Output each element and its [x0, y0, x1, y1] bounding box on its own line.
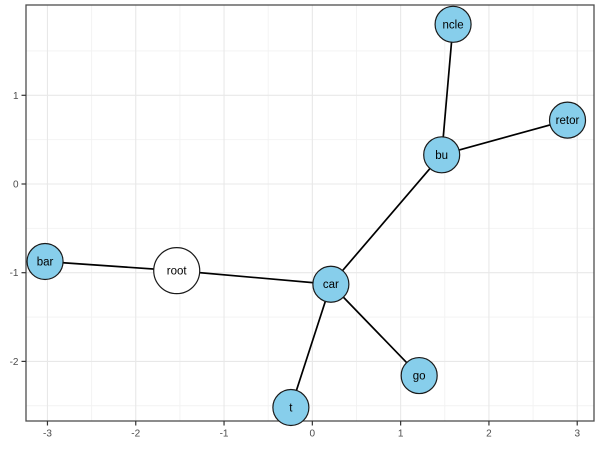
- node-label-bu: bu: [435, 150, 448, 162]
- plot-panel: [26, 5, 594, 421]
- node-retor: [548, 101, 587, 139]
- node-car: [312, 265, 350, 303]
- x-axis-tick-label: -1: [220, 429, 229, 440]
- x-axis-tick-label: -3: [43, 429, 52, 440]
- edge-car-bu: [330, 154, 443, 285]
- y-axis-tick-label: 0: [13, 179, 19, 190]
- node-label-retor: retor: [556, 115, 580, 127]
- edge-car-go: [330, 283, 420, 377]
- panel-border: [25, 4, 595, 422]
- node-go: [400, 356, 438, 395]
- node-label-bar: bar: [37, 257, 54, 269]
- node-label-go: go: [413, 371, 426, 383]
- edge-car-t: [290, 283, 332, 408]
- node-bu: [423, 136, 461, 174]
- edge-bu-ncle: [440, 24, 454, 155]
- node-label-car: car: [323, 279, 339, 291]
- edge-root-car: [176, 269, 331, 286]
- x-axis-tick-label: 1: [398, 429, 404, 440]
- x-axis-tick-label: 0: [310, 429, 316, 440]
- x-axis-tick-label: -2: [131, 429, 140, 440]
- y-axis-tick-label: -2: [10, 357, 19, 368]
- node-label-t: t: [289, 403, 293, 415]
- node-t: [272, 388, 310, 427]
- node-bar: [26, 242, 64, 281]
- node-ncle: [434, 5, 472, 43]
- node-root: [153, 247, 201, 295]
- y-axis-tick-label: -1: [10, 268, 19, 279]
- node-label-ncle: ncle: [443, 19, 464, 31]
- edge-bu-retor: [441, 119, 568, 156]
- x-axis-tick-label: 3: [574, 429, 580, 440]
- x-axis-tick-label: 2: [486, 429, 492, 440]
- node-label-root: root: [167, 266, 188, 278]
- y-axis-tick-label: 1: [13, 91, 19, 102]
